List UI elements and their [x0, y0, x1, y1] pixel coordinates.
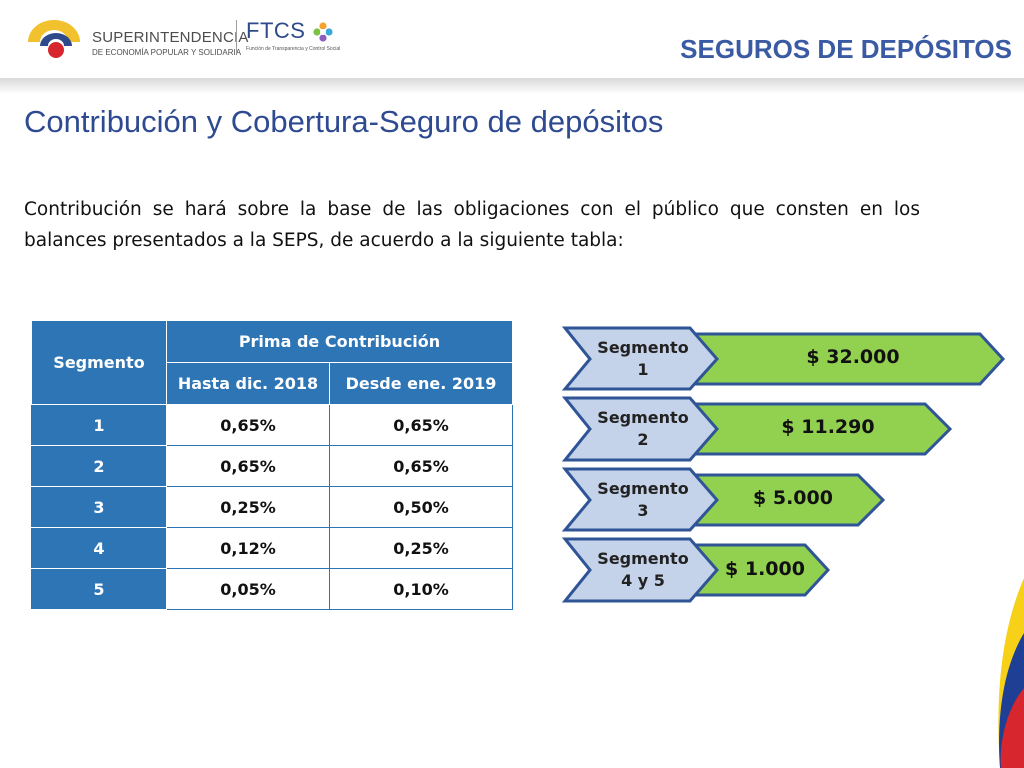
rate-2019-cell: 0,50% [329, 486, 513, 528]
rate-2018-cell: 0,65% [166, 445, 330, 487]
segment-chevron-1 [561, 326, 720, 391]
segment-cell: 3 [31, 486, 167, 528]
seps-emblem-icon [28, 20, 80, 58]
segment-label-1: Segmento 1 [584, 337, 702, 381]
segment-cell: 1 [31, 404, 167, 446]
header-desde-ene-2019: Desde ene. 2019 [329, 362, 513, 405]
segment-label-line: Segmento [597, 549, 689, 568]
contribution-table: Segmento Prima de Contribución Hasta dic… [31, 320, 513, 610]
segment-label-number: 2 [637, 430, 649, 449]
table-row: 2 0,65% 0,65% [31, 445, 513, 487]
coverage-diagram: Segmento 1 Segmento 2 Segmento 3 Segment… [560, 324, 1024, 614]
rate-2019-cell: 0,65% [329, 445, 513, 487]
intro-paragraph: Contribución se hará sobre la base de la… [24, 199, 920, 251]
header-prima-contribucion: Prima de Contribución [166, 320, 513, 363]
segment-label-number: 4 y 5 [621, 571, 665, 590]
segment-label-number: 1 [637, 360, 649, 379]
segment-cell: 5 [31, 568, 167, 610]
segment-cell: 2 [31, 445, 167, 487]
section-title: SEGUROS DE DEPÓSITOS [680, 34, 1012, 64]
segment-label-line: Segmento [597, 479, 689, 498]
seps-logo-name: SUPERINTENDENCIA [92, 29, 249, 46]
table-header-row: Segmento Prima de Contribución [31, 320, 513, 405]
header-hasta-dic-2018: Hasta dic. 2018 [166, 362, 330, 405]
header-bar: SUPERINTENDENCIA DE ECONOMÍA POPULAR Y S… [0, 0, 1024, 80]
segment-label-line: Segmento [597, 338, 689, 357]
page-title: Contribución y Cobertura-Seguro de depós… [24, 104, 664, 139]
segment-label-number: 3 [637, 501, 649, 520]
table-row: 4 0,12% 0,25% [31, 527, 513, 569]
segment-label-4: Segmento 4 y 5 [584, 548, 702, 592]
segment-cell: 4 [31, 527, 167, 569]
seps-logo-subtitle: DE ECONOMÍA POPULAR Y SOLIDARIA [92, 48, 242, 57]
table-row: 5 0,05% 0,10% [31, 568, 513, 610]
rate-2019-cell: 0,25% [329, 527, 513, 569]
amount-label-4: $ 1.000 [725, 558, 805, 580]
header-segmento: Segmento [31, 320, 167, 405]
ftcs-flower-icon [313, 22, 333, 42]
ftcs-logo: FTCS Función de Transparencia y Control … [246, 18, 341, 58]
segment-label-2: Segmento 2 [584, 407, 702, 451]
logo-divider [236, 20, 237, 54]
rate-2019-cell: 0,65% [329, 404, 513, 446]
segment-label-line: Segmento [597, 408, 689, 427]
rate-2018-cell: 0,05% [166, 568, 330, 610]
coverage-shapes [561, 326, 1006, 603]
segment-chevron-4 [561, 537, 719, 603]
segment-label-3: Segmento 3 [584, 478, 702, 522]
ecuador-flag-decoration [998, 578, 1024, 768]
rate-2019-cell: 0,10% [329, 568, 513, 610]
ftcs-logo-name: FTCS [246, 18, 306, 43]
rate-2018-cell: 0,25% [166, 486, 330, 528]
segment-chevron-2 [561, 396, 719, 462]
amount-label-3: $ 5.000 [753, 487, 833, 509]
header-shadow [0, 78, 1024, 94]
rate-2018-cell: 0,65% [166, 404, 330, 446]
segment-chevron-3 [561, 467, 720, 532]
amount-label-2: $ 11.290 [781, 416, 875, 438]
table-subheader-row: Hasta dic. 2018 Desde ene. 2019 [32, 362, 513, 405]
amount-label-1: $ 32.000 [806, 346, 900, 368]
table-row: 1 0,65% 0,65% [31, 404, 513, 446]
table-row: 3 0,25% 0,50% [31, 486, 513, 528]
ftcs-logo-subtitle: Función de Transparencia y Control Socia… [246, 46, 341, 52]
rate-2018-cell: 0,12% [166, 527, 330, 569]
seps-logo: SUPERINTENDENCIA DE ECONOMÍA POPULAR Y S… [24, 16, 248, 66]
